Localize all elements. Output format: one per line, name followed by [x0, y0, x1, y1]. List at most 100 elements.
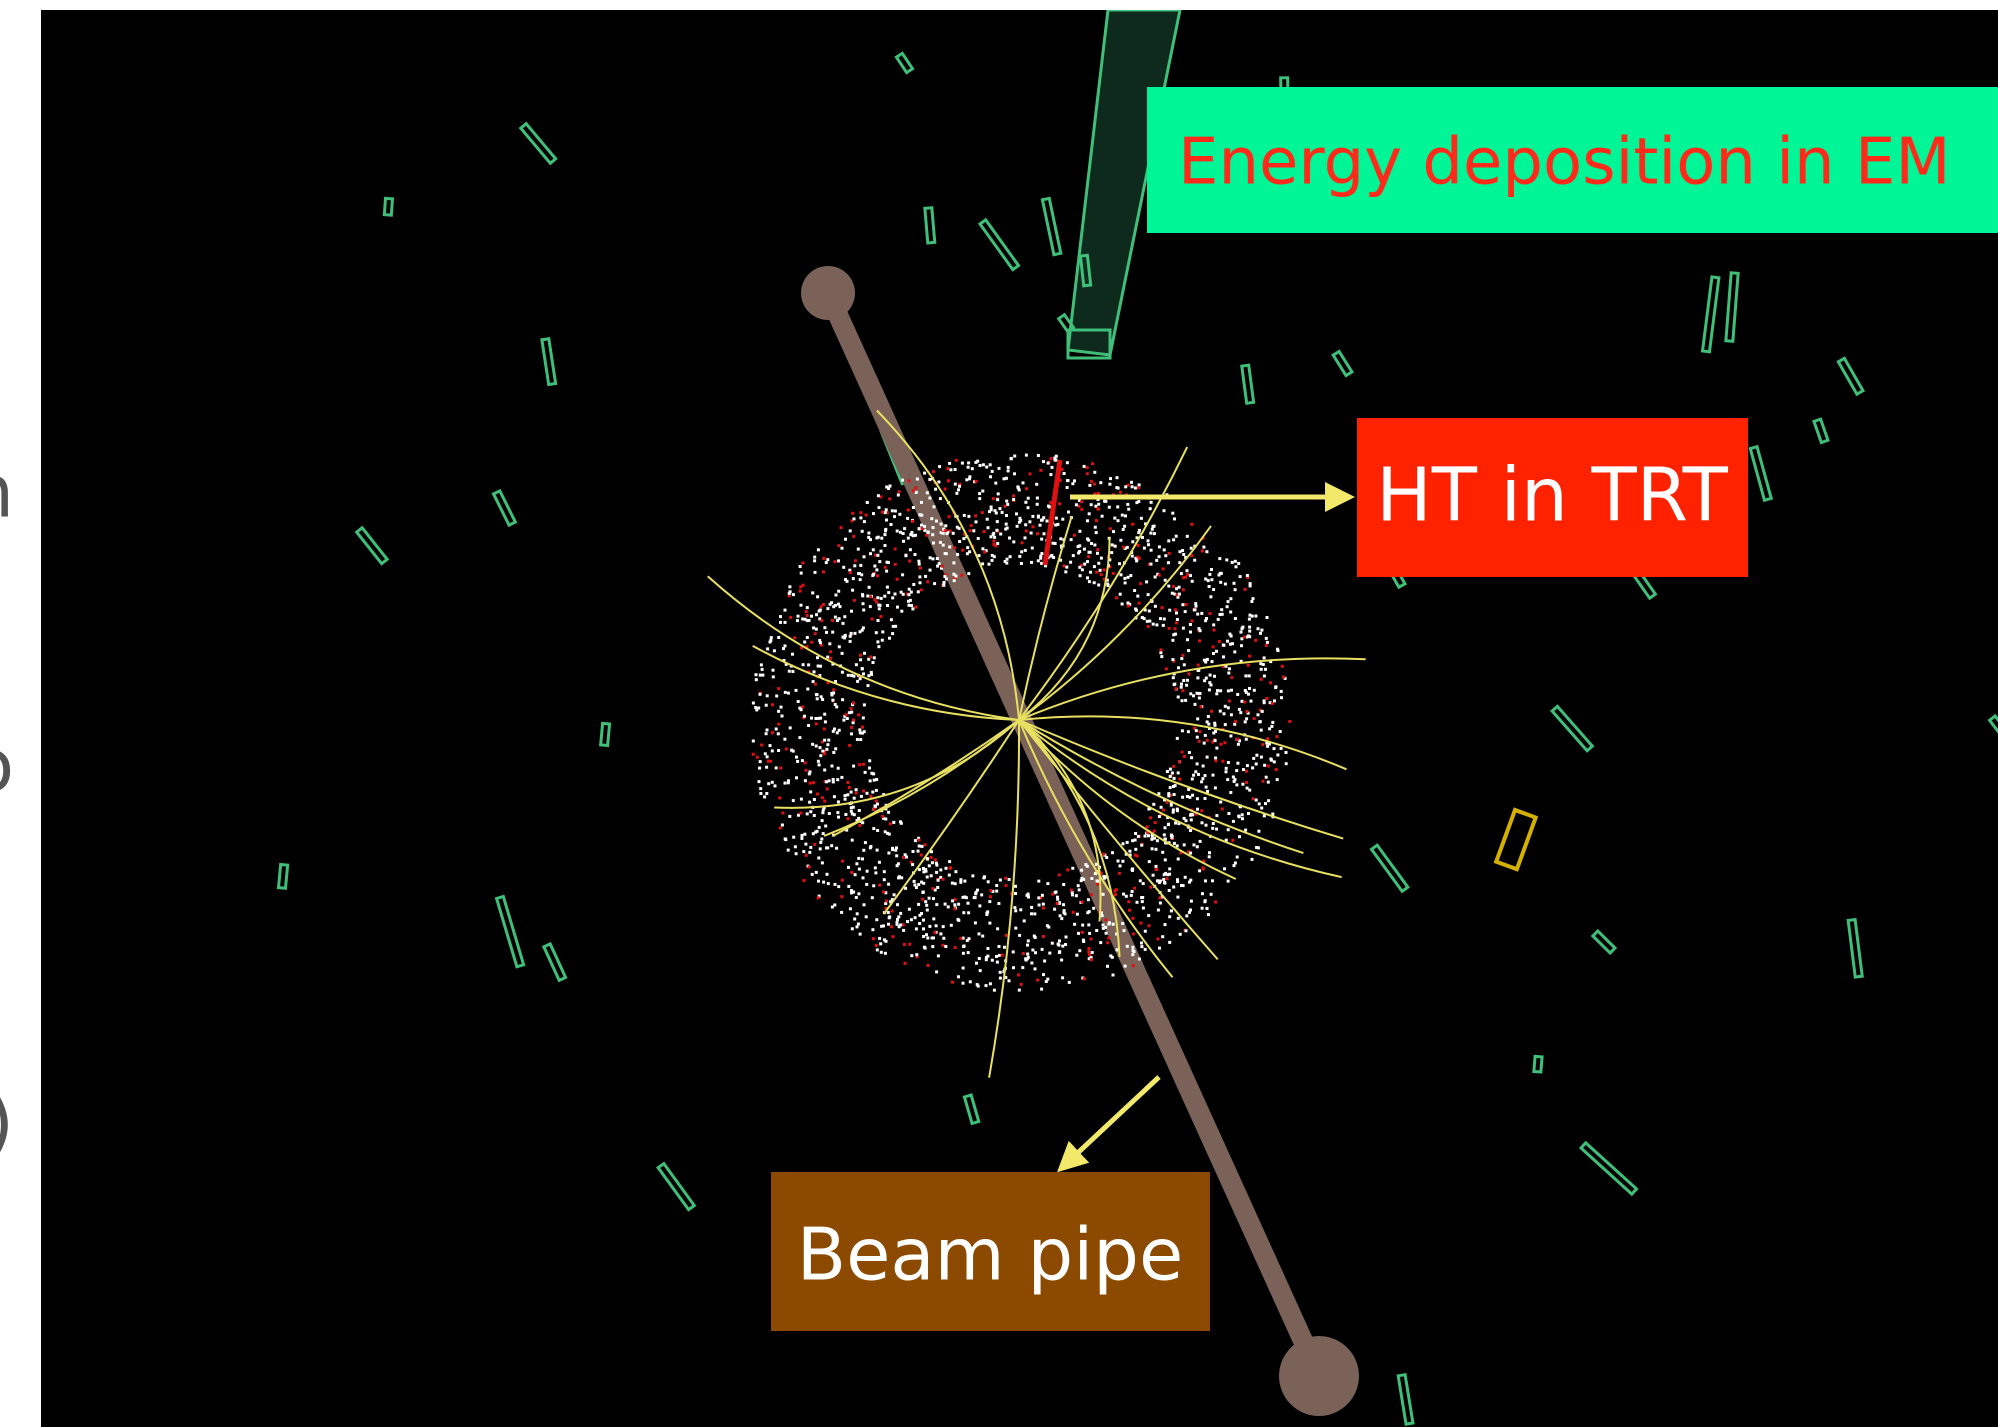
trt-hit	[770, 636, 773, 639]
trt-hit	[939, 868, 942, 871]
trt-hit	[857, 892, 860, 895]
trt-hit	[932, 470, 935, 473]
trt-hit	[915, 606, 918, 609]
trt-hit	[1224, 583, 1227, 586]
trt-hit	[909, 599, 912, 602]
trt-hit	[875, 536, 878, 539]
trt-hit	[978, 492, 981, 495]
trt-hit	[1048, 952, 1051, 955]
trt-hit	[888, 637, 891, 640]
trt-hit	[779, 827, 782, 830]
trt-hit	[1113, 517, 1116, 520]
trt-hit	[1163, 882, 1166, 885]
trt-hit	[1083, 977, 1086, 980]
trt-hit	[825, 631, 828, 634]
trt-hit	[1076, 913, 1079, 916]
trt-hit	[819, 754, 822, 757]
trt-hit	[884, 830, 887, 833]
trt-hit	[986, 910, 989, 913]
trt-hit	[811, 743, 814, 746]
trt-hit	[948, 545, 951, 548]
trt-hit	[1250, 700, 1253, 703]
trt-hit	[929, 556, 932, 559]
trt-hit	[1008, 878, 1011, 881]
trt-hit	[1276, 754, 1279, 757]
trt-hit	[1163, 873, 1166, 876]
trt-hit	[1223, 867, 1226, 870]
trt-hit	[1003, 477, 1006, 480]
trt-hit	[795, 852, 798, 855]
trt-hit	[821, 861, 824, 864]
trt-hit	[808, 851, 811, 854]
trt-hit	[1235, 783, 1238, 786]
trt-hit	[859, 677, 862, 680]
trt-hit	[849, 640, 852, 643]
trt-hit	[958, 540, 961, 543]
trt-hit	[978, 497, 981, 500]
trt-hit	[951, 899, 954, 902]
trt-hit	[1226, 778, 1229, 781]
trt-hit	[815, 745, 818, 748]
trt-hit	[1233, 723, 1236, 726]
trt-hit	[998, 945, 1001, 948]
trt-hit	[1262, 780, 1265, 783]
trt-hit	[1143, 547, 1146, 550]
trt-hit	[968, 477, 971, 480]
trt-hit	[1014, 885, 1017, 888]
trt-hit	[1025, 530, 1028, 533]
trt-hit	[1265, 776, 1268, 779]
trt-hit	[752, 753, 755, 756]
trt-hit	[1184, 876, 1187, 879]
trt-hit	[869, 656, 872, 659]
trt-hit	[915, 886, 918, 889]
trt-hit	[1114, 893, 1117, 896]
trt-hit	[959, 881, 962, 884]
trt-hit	[962, 537, 965, 540]
trt-hit	[882, 890, 885, 893]
trt-hit	[1191, 580, 1194, 583]
trt-hit	[1280, 696, 1283, 699]
trt-hit	[1164, 858, 1167, 861]
trt-hit	[1131, 485, 1134, 488]
trt-hit	[861, 593, 864, 596]
trt-hit	[1273, 760, 1276, 763]
trt-hit	[1218, 640, 1221, 643]
trt-hit	[1010, 457, 1013, 460]
trt-hit	[1212, 822, 1215, 825]
trt-hit	[1259, 720, 1262, 723]
trt-hit	[1142, 907, 1145, 910]
trt-hit	[1241, 817, 1244, 820]
trt-hit	[1158, 947, 1161, 950]
trt-hit	[970, 524, 973, 527]
trt-hit	[1273, 747, 1276, 750]
trt-hit	[1184, 610, 1187, 613]
trt-hit	[1204, 879, 1207, 882]
trt-hit	[1059, 914, 1062, 917]
trt-hit	[895, 854, 898, 857]
trt-hit	[1199, 705, 1202, 708]
trt-hit	[787, 692, 790, 695]
trt-hit	[1168, 627, 1171, 630]
trt-hit	[1125, 895, 1128, 898]
trt-hit	[1106, 941, 1109, 944]
trt-hit	[896, 606, 899, 609]
trt-hit	[997, 902, 1000, 905]
trt-hit	[1264, 802, 1267, 805]
trt-hit	[1167, 539, 1170, 542]
trt-hit	[1237, 562, 1240, 565]
trt-hit	[855, 792, 858, 795]
trt-hit	[850, 726, 853, 729]
trt-hit	[1075, 954, 1078, 957]
trt-hit	[902, 929, 905, 932]
trt-hit	[834, 560, 837, 563]
trt-hit	[1121, 603, 1124, 606]
trt-hit	[1008, 979, 1011, 982]
trt-hit	[990, 506, 993, 509]
trt-hit	[890, 925, 893, 928]
trt-hit	[851, 589, 854, 592]
trt-hit	[1265, 697, 1268, 700]
trt-hit	[878, 937, 881, 940]
trt-hit	[1173, 517, 1176, 520]
trt-hit	[1103, 877, 1106, 880]
trt-hit	[1012, 950, 1015, 953]
